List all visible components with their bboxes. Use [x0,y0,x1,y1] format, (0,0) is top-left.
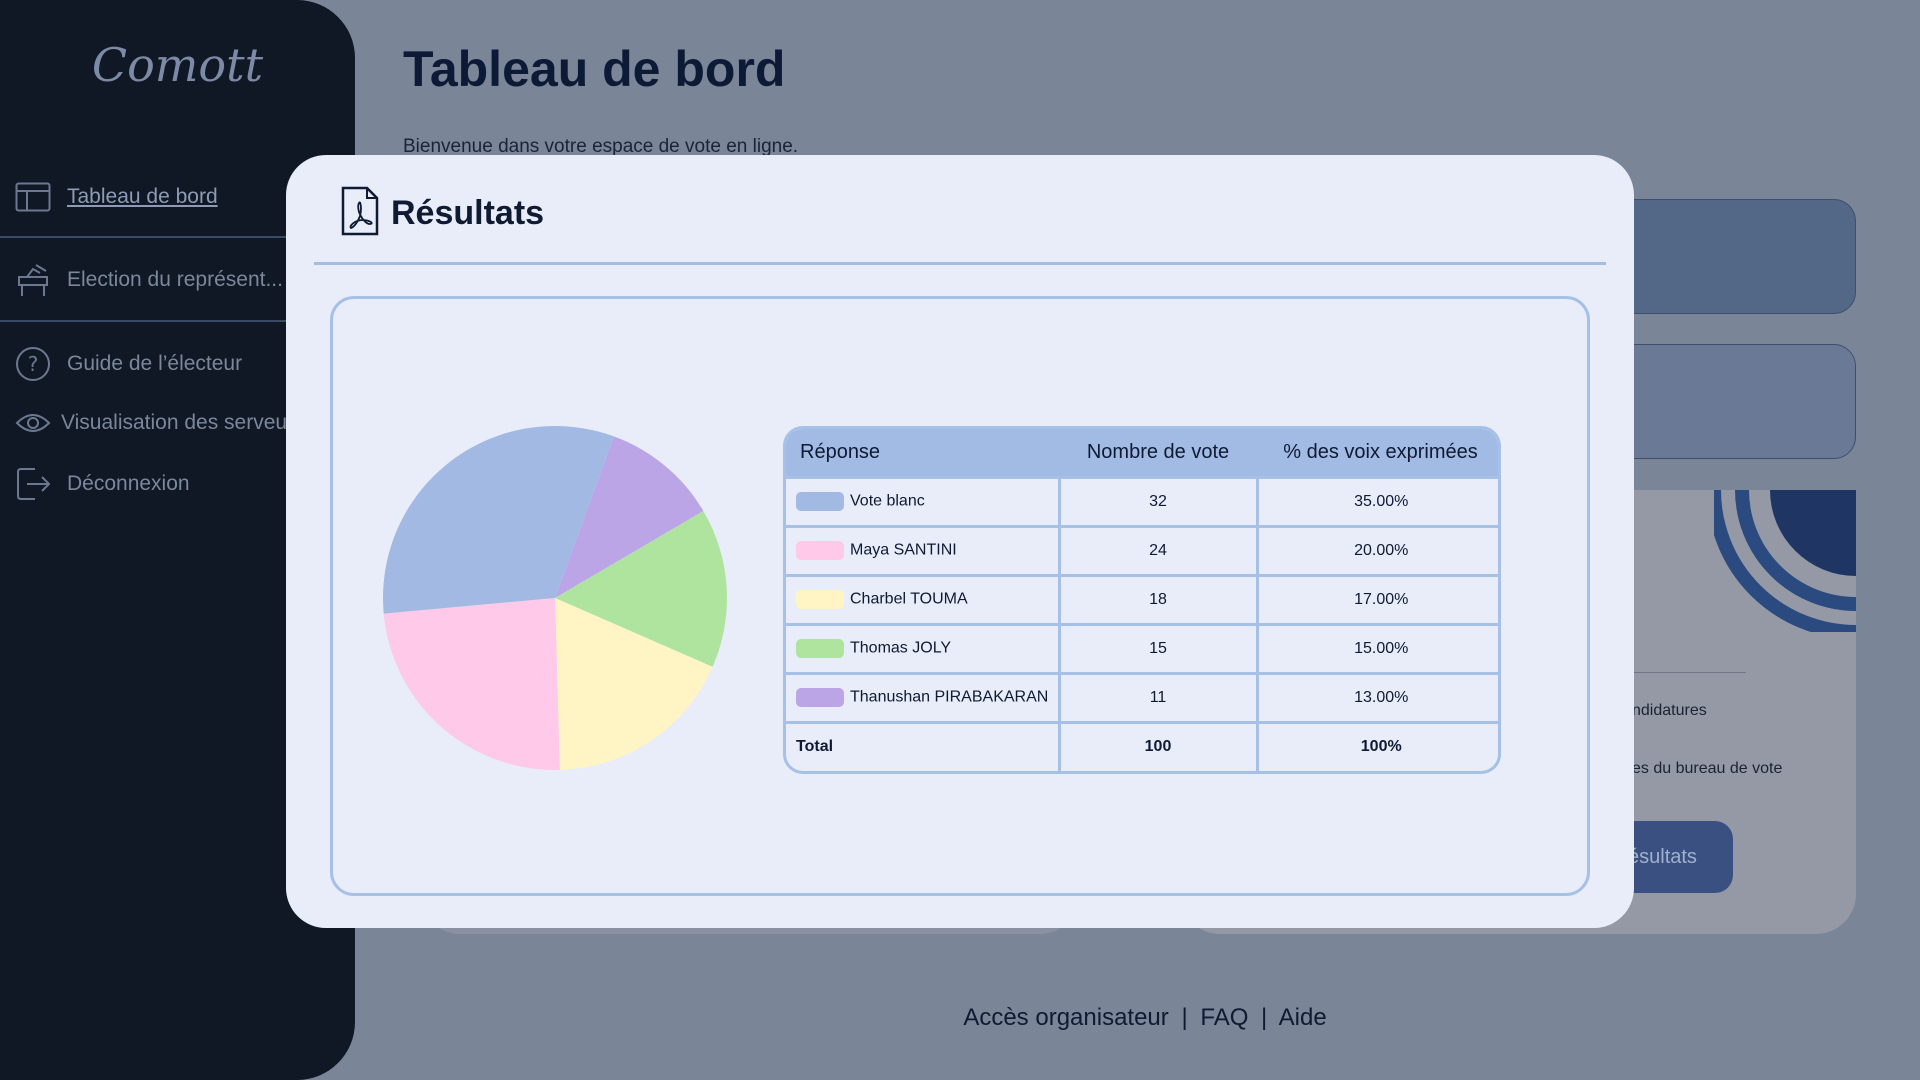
row-votes: 15 [1057,622,1257,673]
row-votes: 18 [1057,573,1257,624]
footer: Accès organisateur | FAQ | Aide [0,1004,1920,1032]
row-label-cell: Maya SANTINI [786,524,1059,575]
row-label: Thanushan PIRABAKARAN [850,688,1049,706]
row-votes: 32 [1057,475,1257,526]
sidebar-item-label: Election du représent... [67,268,283,291]
column-header-response: Réponse [786,429,1059,477]
color-swatch [796,541,844,560]
footer-link-organizer[interactable]: Accès organisateur [963,1004,1169,1031]
bureau-text: es du bureau de vote [1632,760,1783,777]
sidebar-item-servers[interactable]: Visualisation des serveurs [0,393,355,453]
pie-slice-thanushan-pirabakaran [555,436,704,598]
sidebar-divider [0,236,355,238]
total-votes: 100 [1057,720,1257,771]
help-circle-icon: ? [15,346,51,382]
row-label: Vote blanc [850,492,925,510]
color-swatch [796,688,844,707]
row-percent: 15.00% [1255,622,1498,673]
row-percent: 35.00% [1255,475,1498,526]
table-row: Vote blanc 32 35.00% [786,475,1498,526]
candidatures-text: ndidatures [1632,702,1707,719]
election-card[interactable] [1600,344,1856,459]
row-votes: 11 [1057,671,1257,722]
footer-link-faq[interactable]: FAQ [1200,1004,1249,1031]
sidebar-item-guide[interactable]: ? Guide de l’électeur [0,334,355,394]
logout-icon [15,466,51,502]
color-swatch [796,590,844,609]
results-container [330,296,1590,896]
app-logo[interactable]: Comott [91,38,264,92]
row-label-cell: Vote blanc [786,475,1059,526]
color-swatch [796,492,844,511]
sidebar-item-label: Guide de l’électeur [67,352,243,375]
sidebar-item-election[interactable]: Election du représent... [0,250,355,310]
page-title: Tableau de bord [403,41,786,97]
results-pie-chart [383,425,727,770]
modal-title: Résultats [391,193,545,232]
layout-icon [15,179,51,215]
color-swatch [796,639,844,658]
total-label: Total [786,720,1059,771]
table-row: Charbel TOUMA 18 17.00% [786,573,1498,624]
row-label-cell: Thanushan PIRABAKARAN [786,671,1059,722]
page-subtitle: Bienvenue dans votre espace de vote en l… [403,136,799,157]
pie-slice-charbel-touma [555,598,713,770]
ballot-box-icon [15,262,51,298]
decorative-circles-icon [1714,490,1856,632]
footer-link-help[interactable]: Aide [1278,1004,1327,1031]
results-table: Réponse Nombre de vote % des voix exprim… [783,426,1501,774]
footer-separator: | [1181,1004,1188,1031]
row-label-cell: Charbel TOUMA [786,573,1059,624]
pie-slice-thomas-joly [555,510,727,667]
column-header-percent: % des voix exprimées [1257,429,1498,477]
row-votes: 24 [1057,524,1257,575]
pie-slice-vote-blanc [383,425,614,614]
election-card[interactable] [1600,199,1856,314]
total-percent: 100% [1255,720,1498,771]
row-percent: 20.00% [1255,524,1498,575]
svg-text:?: ? [28,352,39,376]
sidebar-item-label: Déconnexion [67,472,190,495]
sidebar-item-label: Tableau de bord [67,185,218,208]
table-total-row: Total 100 100% [786,720,1498,771]
column-header-votes: Nombre de vote [1059,429,1257,477]
row-percent: 13.00% [1255,671,1498,722]
modal-divider [314,262,1606,265]
footer-separator: | [1261,1004,1268,1031]
table-header-row: Réponse Nombre de vote % des voix exprim… [786,429,1498,477]
eye-icon [15,405,51,441]
row-percent: 17.00% [1255,573,1498,624]
row-label: Maya SANTINI [850,541,957,559]
sidebar-item-dashboard[interactable]: Tableau de bord [0,167,355,227]
pie-slice-maya-santini [383,598,560,770]
table-row: Thomas JOLY 15 15.00% [786,622,1498,673]
modal-header: Résultats [341,185,544,241]
sidebar-item-label: Visualisation des serveurs [61,411,305,434]
divider [1600,672,1746,673]
pdf-file-icon[interactable] [341,186,379,241]
sidebar-item-logout[interactable]: Déconnexion [0,454,355,514]
row-label: Charbel TOUMA [850,590,968,608]
sidebar-divider [0,320,355,322]
row-label-cell: Thomas JOLY [786,622,1059,673]
table-row: Maya SANTINI 24 20.00% [786,524,1498,575]
row-label: Thomas JOLY [850,639,952,657]
table-row: Thanushan PIRABAKARAN 11 13.00% [786,671,1498,722]
